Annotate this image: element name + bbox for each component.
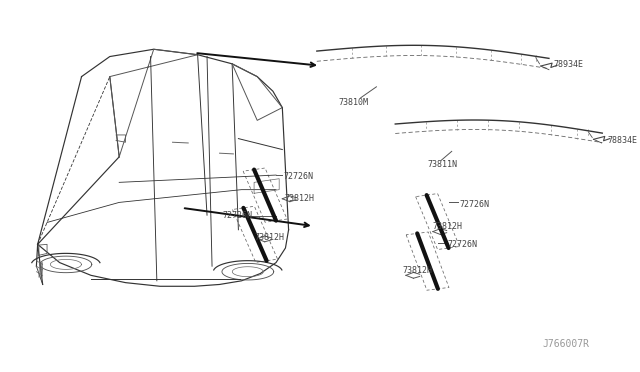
Text: 73812H: 73812H [254,232,284,241]
Text: 73812H: 73812H [433,222,463,231]
Text: 73812H: 73812H [284,194,314,203]
Text: 73810M: 73810M [339,97,369,107]
Text: 73812H: 73812H [403,266,433,275]
Text: J766007R: J766007R [543,339,589,349]
Text: 72726N: 72726N [284,172,314,182]
Text: 72726N: 72726N [447,240,477,249]
Text: 72726N: 72726N [223,211,253,220]
Text: 73811N: 73811N [428,160,458,169]
Text: 72726N: 72726N [460,200,489,209]
Text: 78834E: 78834E [607,136,637,145]
Text: 78934E: 78934E [554,60,584,69]
